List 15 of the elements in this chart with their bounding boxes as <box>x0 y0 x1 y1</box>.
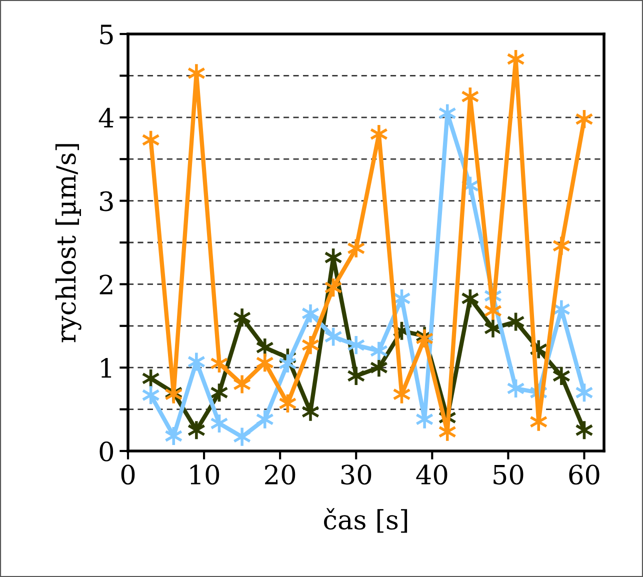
y-axis-title: rychlost [µm/s] <box>55 144 82 342</box>
x-tick-label: 40 <box>416 464 448 485</box>
y-tick-label: 3 <box>100 191 113 212</box>
y-tick-label: 5 <box>100 24 113 44</box>
y-tick-label: 1 <box>101 358 112 378</box>
x-tick-label: 20 <box>265 464 296 485</box>
y-tick-label: 4 <box>98 108 114 128</box>
x-axis-title: čas [s] <box>324 508 408 533</box>
x-tick-label: 10 <box>190 464 220 485</box>
x-tick-label: 30 <box>341 464 372 485</box>
x-tick-label: 0 <box>121 464 135 485</box>
x-tick-label: 60 <box>569 464 600 485</box>
y-tick-label: 2 <box>100 274 112 294</box>
y-tick-label: 0 <box>100 441 114 462</box>
x-tick-label: 50 <box>494 464 524 485</box>
